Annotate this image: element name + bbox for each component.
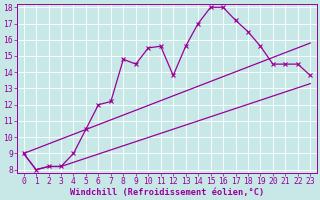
X-axis label: Windchill (Refroidissement éolien,°C): Windchill (Refroidissement éolien,°C) — [70, 188, 264, 197]
